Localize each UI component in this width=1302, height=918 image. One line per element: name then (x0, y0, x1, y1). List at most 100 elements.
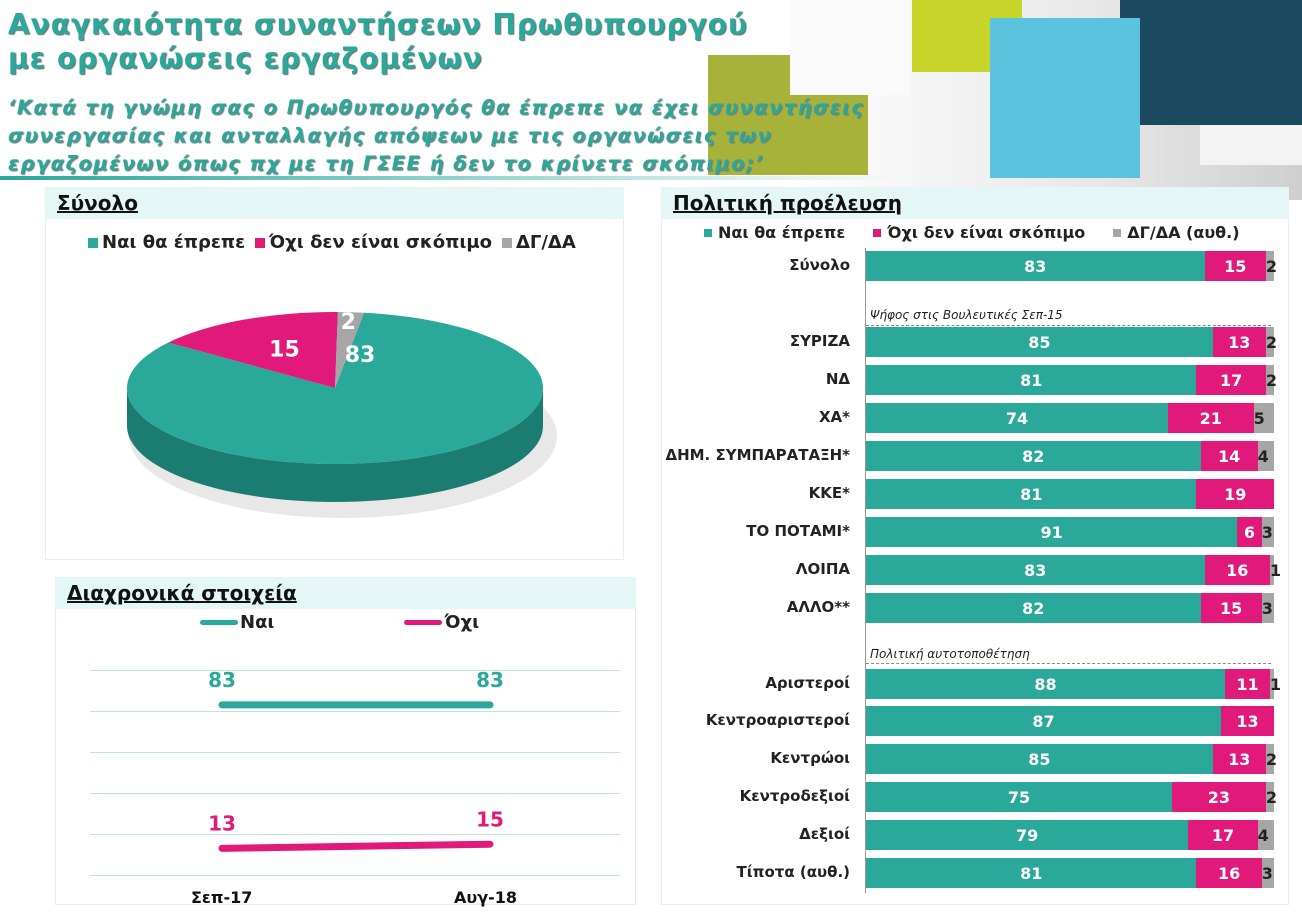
bar-value-label: 4 (1257, 825, 1269, 845)
trend-x-label-2: Αυγ-18 (454, 888, 517, 907)
bar-segment-no: 16 (1204, 555, 1270, 585)
legend-swatch-yes (88, 237, 98, 248)
decor-square-sky (990, 18, 1140, 178)
bar-category-label: ΧΑ* (818, 408, 850, 426)
bar-category-label: ΝΔ (825, 370, 850, 388)
trend-panel (55, 577, 636, 905)
bars-legend-dk: ΔΓ/ΔΑ (αυθ.) (1127, 223, 1240, 242)
bar-category-label: ΚΚΕ* (808, 484, 850, 502)
pie-value-label: 15 (269, 337, 300, 362)
trend-value-label: 83 (208, 668, 236, 692)
trend-legend: Ναι Όχι (200, 612, 479, 633)
bar-value-label: 6 (1243, 522, 1256, 542)
question-line-3: εργαζομένων όπως πχ με τη ΓΣΕΕ ή δεν το … (8, 152, 765, 175)
bar-value-label: 5 (1253, 408, 1265, 428)
pie-panel-header: Σύνολο (45, 187, 624, 219)
bar-segment-yes: 81 (866, 479, 1197, 509)
trend-panel-header: Διαχρονικά στοιχεία (55, 577, 636, 609)
bar-value-label: 88 (1034, 674, 1057, 694)
bar-value-label: 13 (1228, 749, 1251, 769)
bar-value-label: 4 (1257, 446, 1269, 466)
bar-segment-yes: 82 (866, 593, 1201, 623)
bar-segment-yes: 87 (866, 706, 1221, 736)
bars-panel-header: Πολιτική προέλευση (661, 187, 1289, 219)
title-underline (0, 176, 900, 180)
bar-segment-yes: 83 (866, 251, 1205, 281)
bar-segment-dk: 5 (1253, 403, 1274, 433)
bar-value-label: 81 (1020, 484, 1043, 504)
bar-value-label: 2 (1265, 787, 1277, 807)
group-separator-1 (866, 325, 1271, 326)
gridline (90, 711, 620, 712)
question-text: ‘Κατά τη γνώμη σας ο Πρωθυπουργός θα έπρ… (8, 94, 868, 178)
bar-value-label: 85 (1028, 749, 1051, 769)
bar-segment-no: 19 (1196, 479, 1274, 509)
pie-slice (335, 312, 364, 388)
bar-category-label: ΔΗΜ. ΣΥΜΠΑΡΑΤΑΞΗ* (665, 446, 850, 464)
page-title: Αναγκαιότητα συναντήσεων Πρωθυπουργού με… (8, 8, 808, 76)
bar-segment-dk: 2 (1265, 744, 1277, 774)
bar-value-label: 81 (1020, 370, 1043, 390)
bar-value-label: 16 (1217, 863, 1241, 883)
bar-value-label: 1 (1269, 560, 1282, 580)
pie-chart: 83 15 2 (127, 310, 557, 518)
gridline (90, 793, 620, 794)
bars-axis-line (865, 248, 866, 893)
bar-value-label: 2 (1265, 370, 1277, 390)
bars-legend-no: Όχι δεν είναι σκόπιμο (887, 223, 1086, 242)
bar-segment-dk: 4 (1257, 441, 1274, 471)
title-line-2: με οργανώσεις εργαζομένων (8, 42, 483, 75)
bar-category-label: ΛΟΙΠΑ (795, 560, 850, 578)
gridline (90, 834, 620, 835)
legend-swatch-yes (704, 228, 712, 237)
trend-value-label: 83 (476, 668, 504, 692)
trend-series-line (218, 840, 494, 852)
bar-value-label: 83 (1024, 256, 1047, 276)
bar-value-label: 79 (1016, 825, 1039, 845)
bar-segment-no: 15 (1204, 251, 1266, 281)
group-label-selfplacement: Πολιτική αυτοτοποθέτηση (870, 647, 1030, 661)
bar-segment-no: 17 (1188, 820, 1258, 850)
trend-legend-no: Όχι (444, 612, 480, 633)
trend-chart: 83 83 13 15 (208, 668, 504, 852)
group-label-vote: Ψήφος στις Βουλευτικές Σεπ-15 (870, 308, 1063, 322)
pie-legend-no: Όχι δεν είναι σκόπιμο (269, 232, 492, 253)
bar-segment-dk: 3 (1261, 517, 1274, 547)
bar-segment-yes: 82 (866, 441, 1201, 471)
bar-value-label: 3 (1261, 522, 1273, 542)
pie-value-label: 83 (345, 343, 376, 368)
question-line-2: συνεργασίας και ανταλλαγής απόψεων με τι… (8, 124, 773, 147)
legend-line-no (404, 620, 443, 625)
bars-legend: Ναι θα έπρεπε Όχι δεν είναι σκόπιμο ΔΓ/Δ… (704, 223, 1240, 242)
legend-swatch-dk (501, 237, 512, 248)
bar-segment-yes: 83 (866, 555, 1205, 585)
bar-value-label: 17 (1211, 825, 1235, 845)
trend-value-label: 15 (476, 807, 504, 831)
group-separator-2 (866, 663, 1271, 664)
bar-segment-dk: 2 (1265, 251, 1277, 281)
bar-segment-no: 13 (1212, 327, 1266, 357)
bar-value-label: 14 (1217, 446, 1241, 466)
legend-line-yes (200, 620, 238, 625)
bar-segment-yes: 81 (866, 365, 1197, 395)
bar-segment-dk: 4 (1257, 820, 1274, 850)
bar-segment-no: 14 (1200, 441, 1258, 471)
bar-segment-yes: 75 (866, 782, 1172, 812)
bar-value-label: 83 (1024, 560, 1047, 580)
bar-segment-yes: 74 (866, 403, 1168, 433)
bar-value-label: 2 (1265, 256, 1277, 276)
bar-segment-yes: 91 (866, 517, 1238, 547)
bar-category-label: Σύνολο (789, 256, 850, 274)
bar-category-label: Δεξιοί (799, 825, 850, 843)
bar-segment-no: 17 (1196, 365, 1266, 395)
bar-value-label: 74 (1005, 408, 1029, 428)
bar-value-label: 19 (1224, 484, 1247, 504)
decor-square-navy (1120, 0, 1302, 125)
bar-category-label: ΑΛΛΟ** (786, 598, 850, 616)
bar-segment-no: 21 (1167, 403, 1254, 433)
bar-segment-yes: 79 (866, 820, 1189, 850)
bar-segment-no: 6 (1237, 517, 1262, 547)
bar-value-label: 13 (1236, 711, 1259, 731)
decor-square-white (790, 0, 910, 95)
bar-value-label: 13 (1228, 332, 1251, 352)
